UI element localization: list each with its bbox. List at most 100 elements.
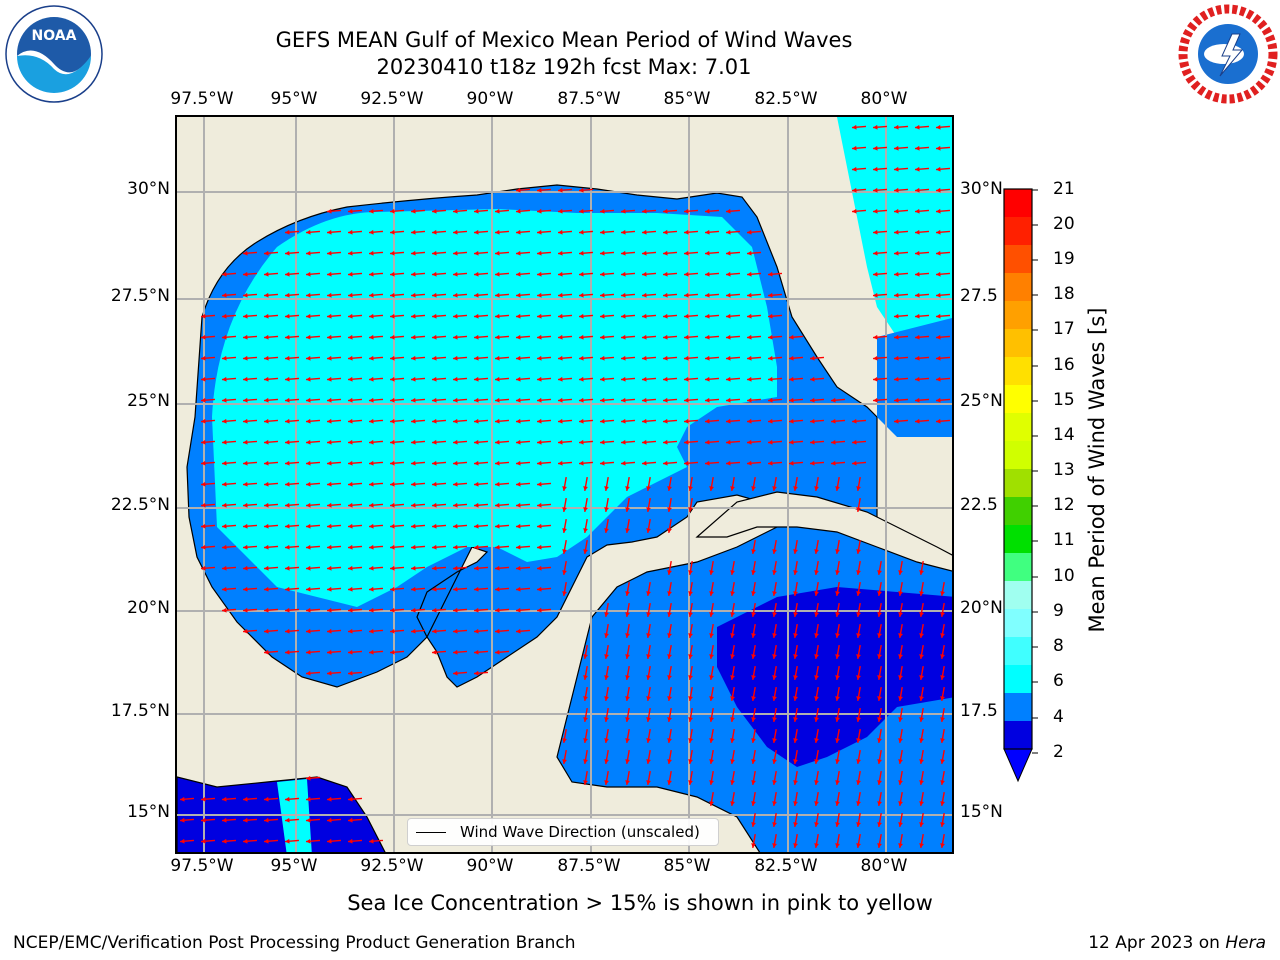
wind-wave-arrow xyxy=(746,313,762,319)
wind-wave-arrow xyxy=(919,602,924,618)
wind-wave-arrow xyxy=(851,439,867,445)
wind-wave-arrow xyxy=(641,208,657,214)
wind-wave-arrow xyxy=(326,250,342,256)
wind-wave-arrow xyxy=(431,208,447,214)
wind-wave-arrow xyxy=(494,313,510,319)
wind-wave-arrow xyxy=(641,376,657,382)
wind-wave-arrow xyxy=(326,649,342,655)
colorbar-tick: 11 xyxy=(1053,530,1075,550)
wind-wave-arrow xyxy=(835,560,840,576)
wind-wave-arrow xyxy=(284,649,300,655)
wind-wave-arrow xyxy=(940,770,945,786)
wind-wave-arrow xyxy=(856,497,861,513)
wind-wave-arrow xyxy=(452,250,468,256)
wind-wave-arrow xyxy=(410,628,426,634)
wind-wave-arrow xyxy=(919,560,924,576)
wind-wave-arrow xyxy=(940,707,945,723)
wind-wave-arrow xyxy=(688,581,693,597)
lon-tick-top: 90°W xyxy=(466,89,514,109)
wind-wave-arrow xyxy=(305,418,321,424)
wind-wave-arrow xyxy=(410,544,426,550)
wind-wave-arrow xyxy=(284,229,300,235)
wind-wave-arrow xyxy=(704,271,720,277)
wind-wave-arrow xyxy=(641,334,657,340)
wind-wave-arrow xyxy=(305,523,321,529)
wind-wave-arrow xyxy=(662,418,678,424)
wind-wave-arrow xyxy=(940,623,945,639)
wind-wave-arrow xyxy=(835,623,840,639)
wind-wave-arrow xyxy=(856,644,861,660)
wind-wave-arrow xyxy=(326,376,342,382)
wind-wave-arrow xyxy=(704,229,720,235)
lon-tick-top: 97.5°W xyxy=(170,89,234,109)
wind-wave-arrow xyxy=(767,313,783,319)
lon-tick-top: 92.5°W xyxy=(360,89,424,109)
wind-wave-arrow xyxy=(940,728,945,744)
wind-wave-arrow xyxy=(284,292,300,298)
wind-wave-arrow xyxy=(263,649,279,655)
colorbar-outline xyxy=(1003,188,1033,750)
wind-wave-arrow xyxy=(746,271,762,277)
wind-wave-arrow xyxy=(914,187,930,193)
wind-wave-arrow xyxy=(515,460,531,466)
wind-wave-arrow xyxy=(284,271,300,277)
wind-wave-arrow xyxy=(305,481,321,487)
wind-wave-arrow xyxy=(473,670,489,676)
wind-wave-arrow xyxy=(688,602,693,618)
colorbar-segment xyxy=(1004,385,1032,414)
lon-tick-top: 87.5°W xyxy=(557,89,621,109)
wind-wave-arrow xyxy=(305,292,321,298)
colorbar-tick: 12 xyxy=(1053,495,1075,515)
wind-wave-arrow xyxy=(725,355,741,361)
colorbar-tick: 8 xyxy=(1053,636,1064,656)
wind-wave-arrow xyxy=(599,292,615,298)
wind-wave-arrow xyxy=(662,355,678,361)
wind-wave-arrow xyxy=(851,166,867,172)
wind-wave-arrow xyxy=(562,560,567,576)
wind-wave-arrow xyxy=(704,397,720,403)
wind-wave-arrow xyxy=(452,586,468,592)
wind-wave-arrow xyxy=(431,292,447,298)
wind-wave-arrow xyxy=(221,817,237,823)
wind-wave-arrow xyxy=(709,707,714,723)
colorbar-extend-min xyxy=(1003,748,1033,783)
wind-wave-arrow xyxy=(667,602,672,618)
wind-wave-arrow xyxy=(940,665,945,681)
lon-tick-top: 82.5°W xyxy=(754,89,818,109)
wind-wave-arrow xyxy=(851,124,867,130)
wind-wave-arrow xyxy=(284,628,300,634)
wind-wave-arrow xyxy=(788,439,804,445)
wind-wave-arrow xyxy=(599,397,615,403)
wind-wave-arrow xyxy=(515,313,531,319)
wind-wave-arrow xyxy=(410,586,426,592)
wind-wave-arrow xyxy=(473,523,489,529)
wind-wave-arrow xyxy=(200,460,216,466)
wind-wave-arrow xyxy=(667,644,672,660)
wind-wave-arrow xyxy=(326,439,342,445)
wind-wave-arrow xyxy=(793,560,798,576)
wind-wave-arrow xyxy=(347,208,363,214)
wind-wave-arrow xyxy=(620,418,636,424)
wind-wave-arrow xyxy=(263,250,279,256)
wind-wave-arrow xyxy=(347,796,363,802)
lat-tick-left: 20°N xyxy=(127,598,170,618)
wind-wave-arrow xyxy=(683,271,699,277)
wind-wave-arrow xyxy=(625,770,630,786)
wind-wave-arrow xyxy=(347,607,363,613)
wind-wave-arrow xyxy=(368,292,384,298)
wind-wave-arrow xyxy=(389,271,405,277)
lat-tick-right: 25°N xyxy=(960,391,1003,411)
colorbar-segment xyxy=(1004,693,1032,722)
wind-wave-arrow xyxy=(431,271,447,277)
wind-wave-arrow xyxy=(494,250,510,256)
wind-wave-arrow xyxy=(431,628,447,634)
wind-wave-arrow xyxy=(793,476,798,492)
wind-wave-arrow xyxy=(347,817,363,823)
wind-wave-arrow xyxy=(200,355,216,361)
wind-wave-arrow xyxy=(646,707,651,723)
wind-wave-arrow xyxy=(751,665,756,681)
wind-wave-arrow xyxy=(772,812,777,828)
wind-wave-arrow xyxy=(646,476,651,492)
wind-wave-arrow xyxy=(473,649,489,655)
wind-wave-arrow xyxy=(263,502,279,508)
